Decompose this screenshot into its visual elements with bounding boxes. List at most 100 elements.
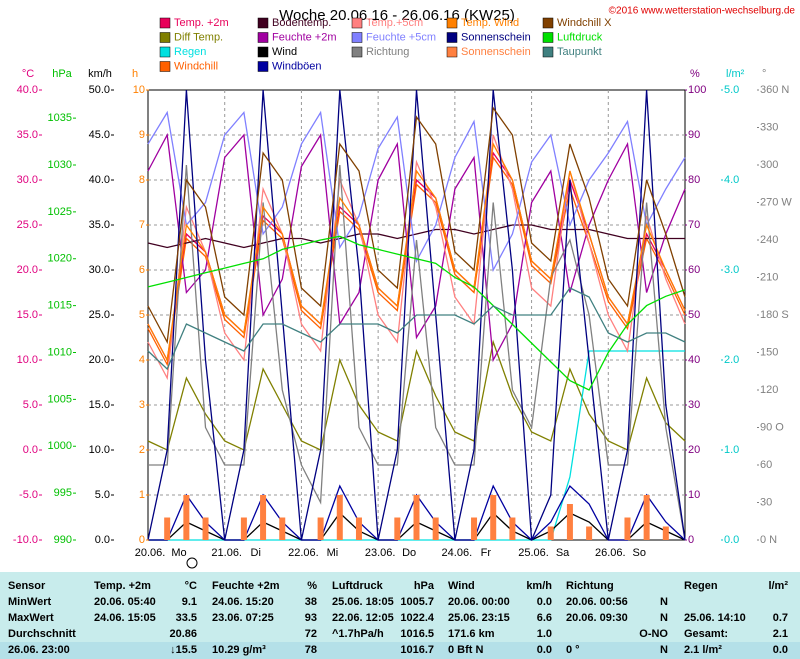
sunshine-bar: [394, 517, 401, 540]
y-tick-label: 0.0: [95, 534, 110, 546]
y-tick-label: 995: [54, 487, 72, 499]
sunshine-bar: [490, 495, 497, 540]
legend-swatch: [542, 32, 554, 43]
table-cell: ↓15.5: [170, 644, 197, 656]
table-cell: N: [660, 596, 668, 608]
y-tick-label: 300: [760, 159, 778, 171]
y-tick-label: 90: [688, 129, 700, 141]
legend-label: Temp. Wind: [461, 17, 519, 29]
y-tick-label: 0.0: [724, 534, 739, 546]
table-cell: 10.29 g/m³: [212, 644, 266, 656]
current-row-background: [0, 642, 800, 659]
y-tick-label: 100: [688, 84, 706, 96]
table-cell: 26.06. 23:00: [8, 644, 70, 656]
table-cell: Sensor: [8, 580, 46, 592]
table-cell: 1022.4: [400, 612, 435, 624]
y-tick-label: 25.0: [89, 309, 110, 321]
table-cell: %: [307, 580, 317, 592]
y-tick-label: 60: [760, 459, 772, 471]
table-cell: 25.06. 14:10: [684, 612, 746, 624]
y-tick-label: 120: [760, 384, 778, 396]
y-tick-label: 35.0: [17, 129, 38, 141]
labels: °C-10.0-5.00.05.010.015.020.025.030.035.…: [13, 17, 792, 559]
series-line: [147, 155, 686, 367]
legend-swatch: [446, 17, 458, 29]
y-tick-label: 1010: [48, 346, 72, 358]
x-tick-label: 23.06.: [365, 547, 396, 559]
y-tick-label: 990: [54, 534, 72, 546]
table-cell: 1016.5: [400, 628, 434, 640]
table-cell: Richtung: [566, 580, 614, 592]
table-cell: 25.06. 23:15: [448, 612, 510, 624]
sunshine-bar: [260, 495, 267, 540]
table-cell: 0 °: [566, 644, 580, 656]
table-cell: 0 Bft N: [448, 644, 484, 656]
legend-swatch: [351, 17, 363, 29]
legend-swatch: [542, 17, 554, 29]
y-tick-label: 30: [688, 399, 700, 411]
legend-swatch: [446, 46, 458, 58]
sunshine-bar: [586, 526, 593, 540]
table-cell: Luftdruck: [332, 580, 384, 592]
axis-unit: h: [132, 68, 138, 80]
y-tick-label: 15.0: [17, 309, 38, 321]
sunshine-bar: [336, 495, 343, 540]
y-tick-label: 10.0: [17, 354, 38, 366]
weekday-label: Mo: [171, 547, 186, 559]
y-tick-label: 6: [139, 264, 145, 276]
y-tick-label: 3.0: [724, 264, 739, 276]
table-cell: hPa: [414, 580, 435, 592]
legend-label: Feuchte +5cm: [366, 31, 436, 43]
x-tick-label: 25.06.: [518, 547, 549, 559]
y-tick-label: 40.0: [89, 174, 110, 186]
x-tick-label: 24.06.: [442, 547, 473, 559]
legend-swatch: [159, 61, 171, 72]
table-cell: 0.0: [773, 644, 788, 656]
legend-label: Temp. +2m: [174, 17, 229, 29]
sunshine-bar: [643, 495, 650, 540]
table-cell: °C: [185, 580, 197, 592]
legend-label: Regen: [174, 46, 206, 58]
legend-label: Windchill: [174, 60, 218, 72]
y-tick-label: 15.0: [89, 399, 110, 411]
weekday-label: Mi: [327, 547, 339, 559]
table-cell: 171.6 km: [448, 628, 495, 640]
sunshine-bar: [547, 526, 554, 540]
table-cell: 2.1: [773, 628, 788, 640]
table-cell: 1005.7: [400, 596, 434, 608]
y-tick-label: 1.0: [724, 444, 739, 456]
weekday-label: Do: [402, 547, 416, 559]
y-tick-label: 0: [688, 534, 694, 546]
legend-label: Sonnenschein: [461, 31, 531, 43]
y-tick-label: 40.0: [17, 84, 38, 96]
legend-swatch: [257, 17, 269, 29]
y-tick-label: 1030: [48, 159, 72, 171]
weekday-label: Di: [251, 547, 261, 559]
series-line: [148, 164, 686, 541]
y-tick-label: 1000: [48, 440, 72, 452]
y-tick-label: 20.0: [89, 354, 110, 366]
weekday-label: So: [633, 547, 646, 559]
series-line: [147, 235, 686, 391]
axis-unit: °: [762, 68, 766, 80]
table-cell: 20.06. 00:00: [448, 596, 510, 608]
sunshine-bar: [662, 526, 669, 540]
y-tick-label: 270 W: [760, 196, 792, 208]
y-tick-label: 8: [139, 174, 145, 186]
sunshine-bar: [202, 517, 209, 540]
sunshine-bar: [317, 517, 324, 540]
legend-swatch: [446, 32, 458, 43]
y-tick-label: 40: [688, 354, 700, 366]
y-tick-label: 5.0: [724, 84, 739, 96]
table-cell: 25.06. 18:05: [332, 596, 394, 608]
axis-unit: l/m²: [726, 68, 745, 80]
stats-table: Sensor Temp. +2m °C Feuchte +2m% Luftdruck hP…: [8, 580, 788, 656]
y-tick-label: 30.0: [17, 174, 38, 186]
table-cell: 1016.7: [400, 644, 434, 656]
table-cell: Wind: [448, 580, 475, 592]
series-line: [147, 134, 686, 381]
table-cell: Feuchte +2m: [212, 580, 280, 592]
table-cell: N: [660, 612, 668, 624]
sunshine-bar: [509, 517, 516, 540]
